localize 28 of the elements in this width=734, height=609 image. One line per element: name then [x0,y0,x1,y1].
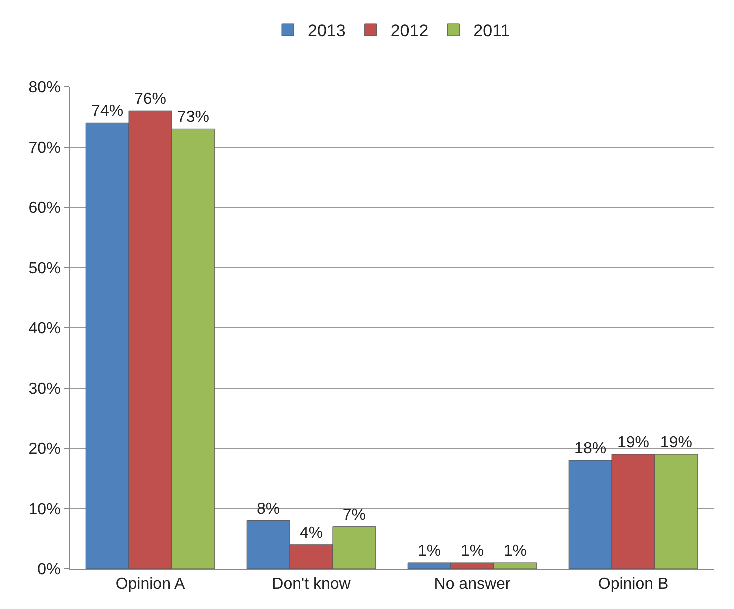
data-label: 1% [504,542,527,560]
data-label: 1% [460,542,484,560]
data-label: 7% [342,506,366,524]
legend-label: 2012 [390,22,429,41]
x-tick-label: No answer [434,576,512,594]
x-tick-label: Opinion B [598,576,669,594]
y-tick-label: 70% [28,140,61,157]
data-label: 73% [177,109,210,126]
y-tick-label: 10% [28,501,61,518]
y-tick-label: 60% [28,200,61,218]
legend-label: 2011 [474,22,510,41]
y-tick-label: 50% [28,260,61,278]
y-tick-label: 0% [38,562,61,579]
data-label: 19% [617,434,650,452]
y-tick-label: 30% [28,380,61,398]
y-tick-label: 20% [28,441,61,458]
data-label: 76% [134,91,167,108]
data-label: 19% [660,434,692,452]
legend-label: 2013 [308,22,346,41]
y-tick-label: 80% [28,80,61,97]
x-tick-label: Don't know [272,576,352,594]
data-label: 74% [92,103,124,120]
data-label: 1% [418,542,442,560]
data-label: 18% [574,440,607,458]
y-tick-label: 40% [28,320,61,338]
x-tick-label: Opinion A [116,576,186,594]
data-label: 8% [257,500,280,518]
data-label: 4% [300,524,324,542]
